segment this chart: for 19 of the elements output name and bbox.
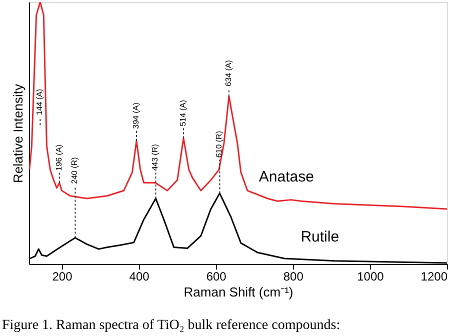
y-axis-title: Relative Intensity [10,84,26,183]
annotation: 610 (R) [214,130,224,158]
series-label: Anatase [258,168,314,186]
annotation: 240 (R) [70,156,80,184]
x-tick-label: 1000 [357,270,384,284]
x-tick-label: 800 [283,270,304,284]
annotation: 144 (A) [35,88,44,116]
series-label: Rutile [300,228,340,246]
annotation: 514 (A) [178,100,188,126]
x-axis-title: Raman Shift (cm⁻¹) [184,284,294,300]
annotation: 196 (A) [54,144,64,171]
annotation: 394 (A) [131,102,140,129]
x-tick-label: 200 [52,270,73,284]
x-tick-label: 400 [129,270,150,284]
x-tick-label: 600 [206,270,227,284]
annotation: 443 (R) [150,144,160,171]
caption: Figure 1. Raman spectra of TiO₂ bulk reference compounds: [2,318,340,333]
annotation: 634 (A) [224,60,233,86]
x-tick-label: 1200 [420,270,448,284]
